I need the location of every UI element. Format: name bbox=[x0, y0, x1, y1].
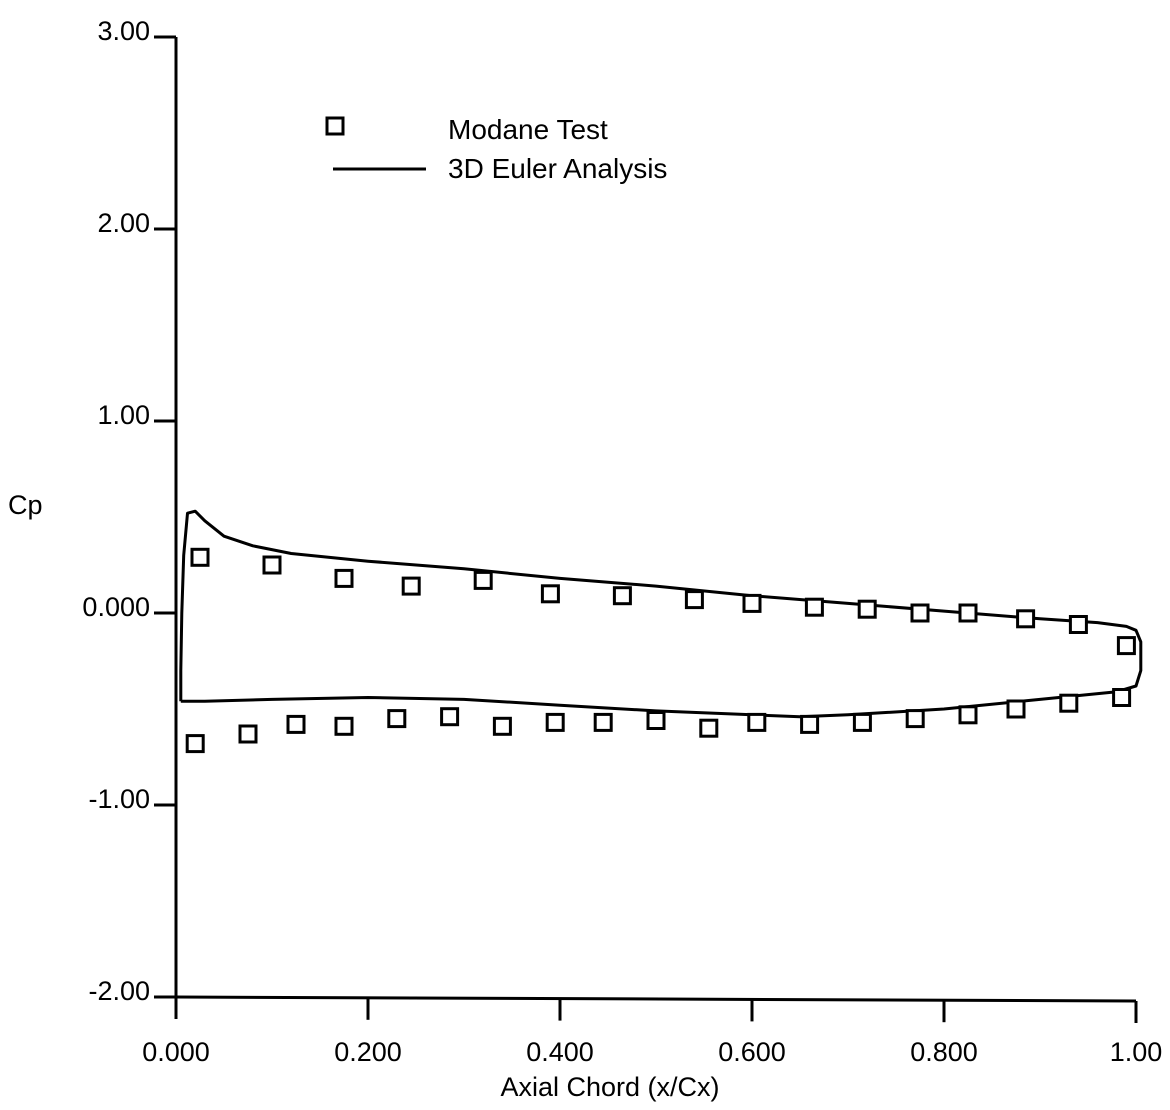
modane-test-point bbox=[492, 716, 512, 736]
legend-label-modane: Modane Test bbox=[448, 114, 608, 145]
euler-analysis-series bbox=[179, 509, 1143, 719]
modane-test-series bbox=[185, 547, 1136, 754]
modane-test-point bbox=[699, 718, 719, 738]
x-tick-label: 0.400 bbox=[526, 1037, 594, 1067]
x-tick-label: 0.200 bbox=[334, 1037, 402, 1067]
modane-test-point bbox=[742, 593, 762, 613]
modane-test-point bbox=[401, 576, 421, 596]
modane-test-point bbox=[334, 568, 354, 588]
y-tick-label: 1.00 bbox=[97, 400, 150, 430]
modane-test-point bbox=[910, 603, 930, 623]
modane-test-point bbox=[387, 709, 407, 729]
x-tick-label: 0.600 bbox=[718, 1037, 786, 1067]
modane-test-point bbox=[238, 724, 258, 744]
axes bbox=[174, 37, 1137, 1003]
modane-test-point bbox=[190, 547, 210, 567]
x-axis-label: Axial Chord (x/Cx) bbox=[500, 1072, 719, 1102]
y-axis-ticks: -2.00 -1.00 0.000 1.00 2.00 3.00 bbox=[82, 16, 176, 1006]
legend-marker-modane bbox=[325, 116, 345, 136]
modane-test-point bbox=[804, 597, 824, 617]
modane-test-point bbox=[857, 599, 877, 619]
modane-test-point bbox=[545, 712, 565, 732]
modane-test-point bbox=[1059, 693, 1079, 713]
modane-test-point bbox=[747, 712, 767, 732]
y-tick-label: 2.00 bbox=[97, 208, 150, 238]
x-axis-line bbox=[175, 995, 1137, 1003]
y-axis-label: Cp bbox=[8, 490, 43, 520]
y-tick-label: -2.00 bbox=[88, 976, 150, 1006]
modane-test-point bbox=[1068, 615, 1088, 634]
modane-test-point bbox=[800, 714, 820, 734]
y-tick-label: -1.00 bbox=[88, 784, 150, 814]
modane-test-point bbox=[185, 734, 205, 754]
legend: Modane Test 3D Euler Analysis bbox=[325, 114, 667, 184]
modane-test-point bbox=[286, 714, 306, 734]
modane-test-point bbox=[958, 603, 978, 623]
modane-test-point bbox=[473, 570, 493, 590]
euler-analysis-line bbox=[179, 509, 1143, 719]
modane-test-point bbox=[262, 555, 282, 575]
modane-test-point bbox=[612, 586, 632, 606]
modane-test-point bbox=[958, 705, 978, 725]
x-tick-label: 0.800 bbox=[910, 1037, 978, 1067]
modane-test-point bbox=[540, 584, 560, 604]
modane-test-point bbox=[905, 709, 925, 729]
y-tick-label: 0.000 bbox=[82, 592, 150, 622]
legend-label-euler: 3D Euler Analysis bbox=[448, 153, 667, 184]
modane-test-point bbox=[1006, 699, 1026, 719]
modane-test-point bbox=[1116, 636, 1136, 656]
modane-test-point bbox=[334, 716, 354, 736]
x-tick-label: 0.000 bbox=[142, 1037, 210, 1067]
modane-test-point bbox=[646, 711, 666, 730]
x-axis-ticks: 0.000 0.200 0.400 0.600 0.800 1.00 bbox=[142, 997, 1162, 1067]
x-tick-label: 1.00 bbox=[1110, 1037, 1163, 1067]
modane-test-point bbox=[1112, 688, 1132, 707]
modane-test-point bbox=[684, 590, 704, 610]
modane-test-point bbox=[593, 712, 613, 732]
modane-test-point bbox=[852, 712, 872, 732]
y-tick-label: 3.00 bbox=[97, 16, 150, 46]
modane-test-point bbox=[440, 707, 460, 727]
modane-test-point bbox=[1016, 609, 1036, 629]
